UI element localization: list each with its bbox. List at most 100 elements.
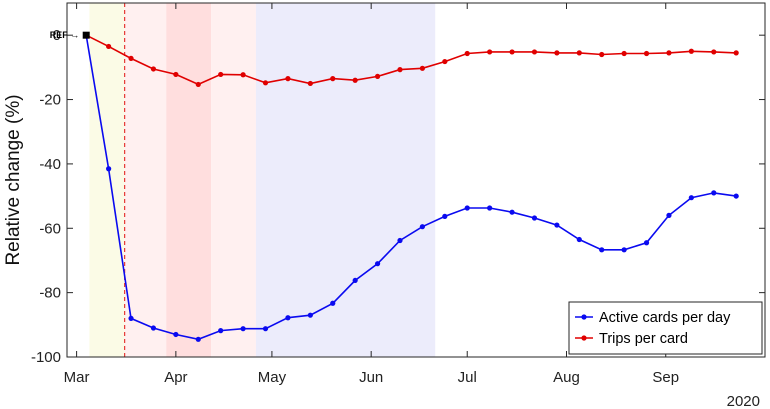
legend-entry-2: Trips per card <box>575 331 688 347</box>
data-point <box>240 326 246 332</box>
data-point <box>643 240 650 246</box>
data-point <box>173 71 179 78</box>
data-point <box>374 73 381 79</box>
y-tick-label: 0 <box>53 27 61 44</box>
x-axis-year-label: 2020 <box>727 393 760 409</box>
data-point <box>285 315 291 321</box>
data-point <box>487 49 493 55</box>
data-point <box>442 213 448 219</box>
data-point <box>621 50 627 57</box>
data-series <box>83 32 739 342</box>
data-point <box>262 80 269 86</box>
data-point <box>307 80 313 87</box>
x-axis: Mar Apr May Jun Jul Aug Sep <box>64 3 679 386</box>
y-tick-label: -40 <box>39 156 61 173</box>
data-point <box>195 81 201 88</box>
y-tick-label: -100 <box>31 349 61 366</box>
data-point <box>666 50 672 56</box>
legend-entry-1: Active cards per day <box>575 310 731 326</box>
data-point <box>554 222 560 228</box>
data-point <box>487 205 493 211</box>
data-point <box>262 326 269 332</box>
data-point <box>711 190 717 196</box>
data-point <box>352 77 358 83</box>
data-point <box>419 224 426 230</box>
reference-label: REF → <box>50 30 80 40</box>
data-point <box>128 315 134 321</box>
data-point <box>599 247 605 253</box>
data-point <box>621 247 627 253</box>
data-point <box>688 48 694 54</box>
x-tick-label-apr: Apr <box>164 369 187 386</box>
data-point <box>576 236 582 243</box>
data-point <box>218 71 224 78</box>
data-point <box>397 237 403 244</box>
data-point <box>442 58 448 65</box>
x-tick-label-may: May <box>258 369 287 386</box>
data-point <box>576 50 582 56</box>
data-point <box>285 76 291 82</box>
data-point <box>599 51 605 58</box>
shaded-period-2 <box>124 3 167 357</box>
x-tick-label-jul: Jul <box>458 369 477 386</box>
data-point <box>711 49 717 55</box>
data-point <box>397 67 403 73</box>
legend-box <box>568 301 763 355</box>
data-point <box>173 331 179 338</box>
data-point <box>106 166 112 172</box>
x-tick-label-jun: Jun <box>359 369 383 386</box>
data-point <box>218 328 224 334</box>
y-tick-label: -60 <box>39 220 61 237</box>
data-point <box>464 205 470 211</box>
series-1 <box>83 32 739 342</box>
series-line <box>85 34 737 86</box>
data-point <box>150 325 157 331</box>
data-point <box>106 43 112 50</box>
data-point <box>330 76 336 82</box>
shaded-period-3 <box>166 3 212 357</box>
series-line <box>85 35 737 341</box>
data-point <box>531 215 538 221</box>
data-point <box>374 261 381 267</box>
data-point <box>240 72 246 78</box>
x-tick-label-aug: Aug <box>553 369 580 386</box>
plot-area-frame <box>66 2 766 358</box>
legend-label: Trips per card <box>599 331 688 347</box>
x-tick-label-mar: Mar <box>64 369 90 386</box>
data-point <box>464 50 470 57</box>
reference-square <box>82 31 90 39</box>
data-point <box>733 193 739 199</box>
legend-label: Active cards per day <box>599 310 731 326</box>
data-point <box>419 65 426 71</box>
data-point <box>195 336 201 342</box>
data-point <box>330 300 336 306</box>
data-point <box>643 50 650 57</box>
y-tick-label: -80 <box>39 285 61 302</box>
data-point <box>666 212 672 218</box>
data-point <box>307 312 313 318</box>
legend-swatch-marker <box>581 314 587 320</box>
data-point <box>509 49 515 55</box>
shaded-period-4 <box>211 3 256 357</box>
shaded-period-5 <box>255 3 436 357</box>
legend-swatch-marker <box>581 335 587 341</box>
data-point <box>509 209 515 215</box>
series-2 <box>83 32 739 88</box>
data-point <box>150 66 157 72</box>
shaded-period-1 <box>89 3 125 357</box>
data-point <box>688 195 694 201</box>
data-point <box>352 277 358 284</box>
legend: Active cards per day Trips per card <box>568 301 763 355</box>
x-tick-label-sep: Sep <box>652 369 679 386</box>
data-point <box>733 50 739 56</box>
data-point <box>531 49 538 55</box>
y-tick-label: -20 <box>39 92 61 109</box>
y-axis: 0 -20 -40 -60 -80 -100 <box>31 27 765 366</box>
data-point <box>554 50 560 56</box>
reference-marker: REF → <box>50 30 90 40</box>
y-axis-title: Relative change (%) <box>3 94 24 265</box>
data-point <box>128 55 134 61</box>
shaded-periods <box>89 3 436 357</box>
